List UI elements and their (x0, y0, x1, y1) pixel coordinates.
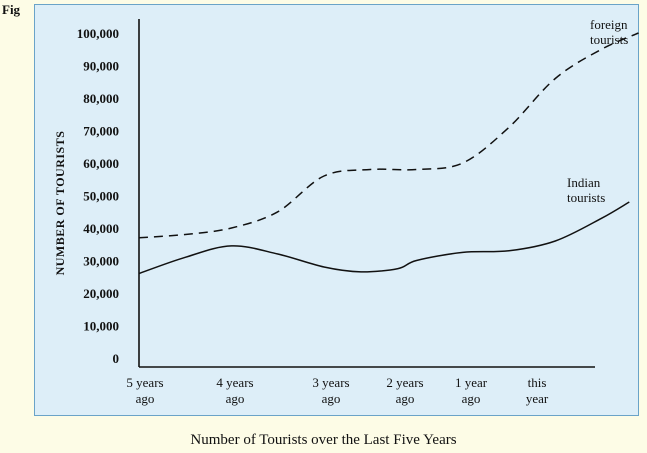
indian-tourists-line (138, 201, 630, 275)
y-tick-labels: 0 10,000 20,000 30,000 40,000 50,000 60,000 70,… (77, 26, 119, 366)
y-axis-label: NUMBER OF TOURISTS (53, 131, 67, 276)
x-tick-label: 5 years ago (126, 375, 163, 406)
x-tick-label: 3 years ago (312, 375, 349, 406)
x-tick-label: 4 years ago (216, 375, 253, 406)
x-tick-label: 1 year ago (455, 375, 488, 406)
series-lines (138, 32, 639, 275)
series-labels: foreign tourists Indian tourists (567, 17, 628, 205)
foreign-tourists-line (138, 32, 639, 239)
indian-tourists-label: Indian tourists (567, 175, 605, 205)
foreign-tourists-label: foreign tourists (590, 17, 628, 47)
y-tick-label: 90,000 (83, 59, 119, 74)
y-tick-label: 50,000 (83, 189, 119, 204)
x-tick-label: 2 years ago (386, 375, 423, 406)
chart-caption: Number of Tourists over the Last Five Ye… (190, 432, 457, 448)
x-tick-label: this year (526, 375, 549, 406)
y-tick-label: 20,000 (83, 286, 119, 301)
chart-area: NUMBER OF TOURISTS 0 10,000 20,000 30,000 40… (34, 4, 639, 416)
y-tick-label: 10,000 (83, 319, 119, 334)
y-tick-label: 40,000 (83, 221, 119, 236)
y-tick-label: 80,000 (83, 91, 119, 106)
y-tick-label: 30,000 (83, 254, 119, 269)
y-tick-label: 100,000 (77, 26, 119, 41)
line-chart: NUMBER OF TOURISTS 0 10,000 20,000 30,000 40… (53, 17, 639, 406)
y-tick-label: 70,000 (83, 124, 119, 139)
chart-axes (138, 19, 595, 368)
figure-label: Fig (2, 2, 21, 17)
y-tick-label: 60,000 (83, 156, 119, 171)
x-tick-labels: 5 years ago 4 years ago 3 years ago 2 years ago… (126, 375, 548, 406)
y-tick-label: 0 (113, 351, 120, 366)
